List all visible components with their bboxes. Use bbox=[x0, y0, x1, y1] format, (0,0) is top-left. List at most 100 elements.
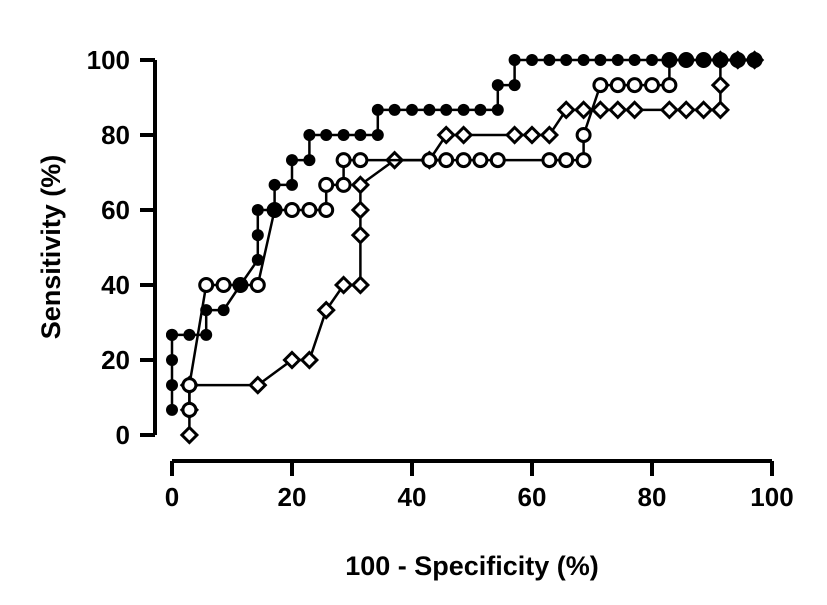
y-axis-title: Sensitivity (%) bbox=[36, 155, 66, 340]
data-point-filled-circle bbox=[457, 103, 470, 116]
y-tick-label: 20 bbox=[101, 345, 130, 375]
x-tick-label: 60 bbox=[518, 482, 547, 512]
y-tick-label: 0 bbox=[116, 420, 130, 450]
data-point-open-diamond bbox=[504, 125, 525, 145]
data-point-filled-circle bbox=[217, 304, 230, 317]
data-point-filled-circle bbox=[526, 54, 538, 66]
data-point-filled-circle bbox=[406, 103, 418, 116]
data-point-open-diamond bbox=[556, 100, 576, 120]
data-point-open-circle bbox=[472, 152, 489, 169]
data-point-filled-circle bbox=[251, 253, 264, 266]
data-point-open-diamond bbox=[710, 100, 731, 120]
data-point-filled-circle bbox=[491, 103, 504, 116]
data-point-open-diamond bbox=[350, 200, 371, 220]
x-tick-label: 100 bbox=[750, 482, 793, 512]
data-point-filled-circle bbox=[251, 229, 264, 242]
data-point-open-circle bbox=[198, 277, 215, 293]
data-point-filled-circle bbox=[577, 54, 590, 66]
data-point-open-circle bbox=[318, 202, 335, 218]
data-point-open-diamond bbox=[676, 100, 696, 120]
data-point-open-diamond bbox=[624, 100, 645, 120]
data-point-open-circle bbox=[181, 401, 198, 418]
data-point-filled-circle bbox=[646, 54, 658, 66]
series-2-line bbox=[188, 58, 755, 410]
data-point-filled-circle bbox=[286, 154, 298, 167]
data-point-filled-circle bbox=[166, 379, 178, 392]
data-point-filled-circle bbox=[286, 178, 298, 191]
data-point-filled-circle bbox=[474, 103, 487, 116]
data-point-open-diamond bbox=[659, 100, 680, 120]
x-tick-label: 20 bbox=[278, 482, 307, 512]
data-point-filled-circle bbox=[303, 129, 316, 141]
data-point-filled-circle bbox=[166, 354, 178, 366]
data-point-filled-circle bbox=[320, 129, 333, 141]
data-point-filled-circle bbox=[508, 79, 521, 92]
data-point-filled-circle bbox=[337, 129, 350, 141]
data-point-filled-circle bbox=[543, 54, 556, 66]
data-point-filled-circle bbox=[508, 54, 521, 66]
data-point-open-diamond bbox=[590, 100, 611, 120]
data-point-filled-circle bbox=[697, 54, 710, 66]
data-point-filled-circle bbox=[714, 54, 727, 66]
data-point-open-circle bbox=[558, 152, 575, 169]
data-point-open-circle bbox=[626, 77, 643, 94]
data-point-open-diamond bbox=[333, 275, 354, 295]
data-point-filled-circle bbox=[354, 129, 367, 141]
data-point-filled-circle bbox=[594, 54, 607, 66]
data-point-open-diamond bbox=[436, 125, 456, 145]
x-tick-label: 40 bbox=[398, 482, 427, 512]
data-point-open-circle bbox=[249, 277, 266, 293]
x-ticks: 0 20 40 60 80 100 bbox=[165, 461, 794, 512]
axes bbox=[153, 60, 772, 463]
data-point-open-diamond bbox=[573, 100, 594, 120]
data-point-filled-circle bbox=[628, 54, 641, 66]
data-point-filled-circle bbox=[491, 79, 504, 92]
data-point-filled-circle bbox=[268, 178, 281, 191]
data-point-open-circle bbox=[575, 127, 592, 143]
data-point-filled-circle bbox=[748, 54, 761, 66]
data-point-filled-circle bbox=[731, 54, 744, 66]
data-point-filled-circle bbox=[371, 129, 384, 141]
data-point-open-diamond bbox=[539, 125, 560, 145]
data-point-filled-circle bbox=[183, 328, 196, 341]
data-point-open-circle bbox=[489, 152, 506, 169]
data-point-open-diamond bbox=[282, 350, 302, 370]
data-point-open-circle bbox=[541, 152, 558, 169]
data-point-open-circle bbox=[421, 152, 438, 169]
data-point-filled-circle bbox=[200, 304, 213, 317]
data-point-open-circle bbox=[318, 176, 335, 193]
data-point-filled-circle bbox=[663, 54, 676, 66]
data-point-open-circle bbox=[609, 77, 626, 94]
data-point-filled-circle bbox=[611, 54, 624, 66]
data-point-open-circle bbox=[181, 377, 198, 394]
y-tick-label: 60 bbox=[101, 195, 130, 225]
data-point-open-circle bbox=[592, 77, 609, 94]
data-point-open-diamond bbox=[350, 275, 371, 295]
data-point-filled-circle bbox=[423, 103, 436, 116]
data-point-open-diamond bbox=[248, 375, 268, 395]
data-point-open-circle bbox=[284, 202, 300, 218]
y-ticks: 0 20 40 60 80 100 bbox=[87, 45, 155, 450]
x-axis-title: 100 - Specificity (%) bbox=[345, 551, 599, 581]
data-point-open-circle bbox=[335, 176, 352, 193]
data-point-open-diamond bbox=[350, 225, 371, 245]
data-point-filled-circle bbox=[200, 328, 213, 341]
series-1 bbox=[166, 54, 761, 416]
data-point-open-diamond bbox=[299, 350, 320, 370]
data-point-open-circle bbox=[335, 152, 352, 169]
data-point-filled-circle bbox=[388, 103, 401, 116]
y-tick-label: 100 bbox=[87, 45, 130, 75]
data-point-open-circle bbox=[352, 152, 369, 169]
data-point-open-diamond bbox=[453, 125, 474, 145]
data-point-filled-circle bbox=[371, 103, 384, 116]
data-point-open-diamond bbox=[608, 100, 628, 120]
data-point-open-circle bbox=[644, 77, 660, 94]
data-point-filled-circle bbox=[680, 54, 693, 66]
data-point-open-diamond bbox=[350, 175, 371, 195]
y-tick-label: 40 bbox=[101, 270, 130, 300]
data-point-open-circle bbox=[455, 152, 472, 169]
data-point-open-circle bbox=[301, 202, 318, 218]
data-point-open-circle bbox=[575, 152, 592, 169]
data-point-open-diamond bbox=[710, 75, 731, 95]
y-tick-label: 80 bbox=[101, 120, 130, 150]
